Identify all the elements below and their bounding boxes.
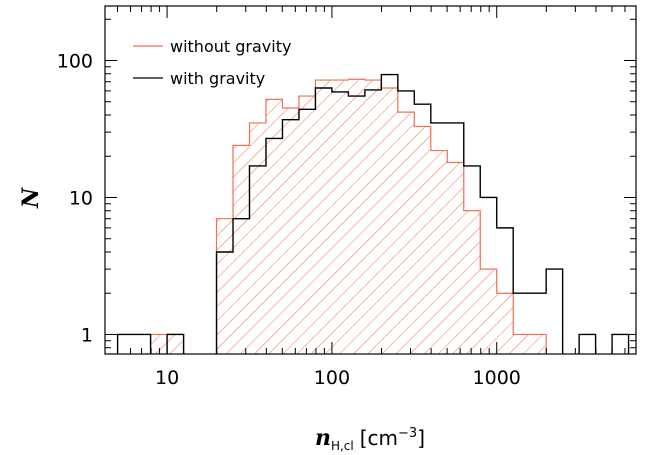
bar-without-gravity-11 [298, 96, 316, 354]
x-tick-label-1000: 1000 [473, 367, 521, 389]
outline-with-gravity [116, 73, 630, 354]
bar-with-gravity-0 [118, 334, 135, 354]
y-tick-label-100: 100 [57, 51, 93, 73]
bar-with-gravity-26 [546, 269, 562, 354]
bar-without-gravity-24 [513, 334, 530, 354]
x-axis-unit-exp: −3 [398, 426, 417, 441]
series-without-gravity [149, 78, 547, 355]
x-axis-label: nH,cl [cm−3] [315, 425, 425, 453]
bar-without-gravity-10 [282, 108, 299, 354]
x-axis-unit: [cm [360, 426, 398, 450]
bar-without-gravity-8 [249, 122, 266, 355]
bar-without-gravity-7 [233, 145, 250, 354]
bar-without-gravity-2 [150, 334, 168, 354]
bar-without-gravity-15 [364, 80, 382, 355]
bar-without-gravity-3 [167, 334, 184, 354]
x-tick-label-10: 10 [155, 367, 179, 389]
bar-without-gravity-18 [414, 126, 431, 355]
x-axis-symbol: n [315, 425, 331, 451]
x-axis-subscript: H,cl [331, 439, 354, 453]
bar-without-gravity-22 [480, 269, 497, 354]
series-with-gravity [116, 73, 630, 354]
bar-without-gravity-12 [315, 80, 332, 355]
y-tick-label-1: 1 [81, 324, 93, 346]
bar-without-gravity-6 [216, 218, 234, 354]
y-axis-label: N [18, 187, 44, 209]
bar-without-gravity-16 [381, 87, 398, 355]
bar-without-gravity-20 [447, 162, 464, 354]
bar-with-gravity-30 [612, 334, 628, 354]
bar-without-gravity-17 [397, 112, 415, 354]
bar-with-gravity-1 [134, 334, 150, 354]
plot-frame [104, 5, 637, 355]
bar-with-gravity-28 [579, 334, 595, 354]
bar-without-gravity-13 [331, 80, 349, 355]
y-tick-label-10: 10 [69, 187, 93, 209]
x-tick-label-100: 100 [314, 367, 350, 389]
bar-without-gravity-21 [463, 210, 481, 354]
legend: without gravity with gravity [133, 37, 291, 88]
bar-without-gravity-19 [430, 150, 448, 354]
legend-label-without-gravity: without gravity [170, 37, 291, 56]
bar-without-gravity-14 [348, 79, 365, 354]
series-layer [116, 73, 630, 355]
tick-layer: 10 100 1000 1 10 100 [57, 6, 637, 389]
bar-without-gravity-9 [265, 99, 283, 354]
bar-without-gravity-25 [529, 334, 547, 354]
x-axis-unit-close: ] [417, 426, 425, 450]
legend-label-with-gravity: with gravity [170, 69, 265, 88]
bar-without-gravity-23 [496, 293, 514, 354]
